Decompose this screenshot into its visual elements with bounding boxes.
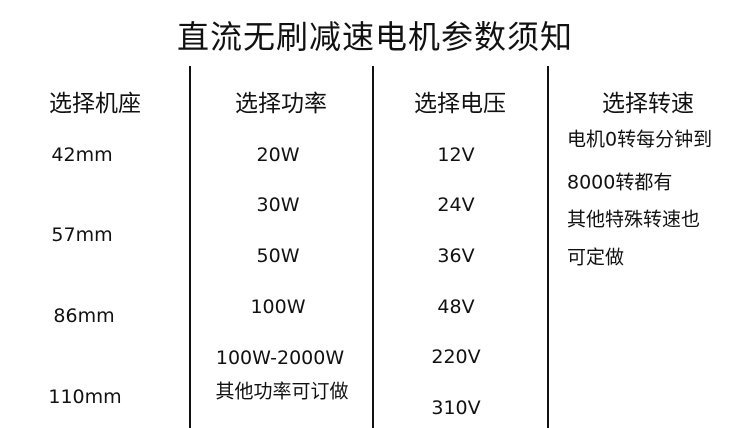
voltage-value: 36V	[437, 245, 475, 267]
power-note: 其他功率可订做	[215, 380, 349, 403]
voltage-value: 220V	[431, 346, 481, 368]
power-value: 20W	[256, 144, 300, 166]
frame-size-value: 42mm	[51, 144, 113, 166]
column-divider	[372, 66, 374, 428]
page-title: 直流无刷减速电机参数须知	[176, 18, 573, 56]
speed-note: 8000转都有	[567, 171, 673, 194]
speed-note: 其他特殊转速也	[567, 208, 701, 231]
voltage-value: 12V	[437, 144, 475, 166]
column-divider	[189, 66, 191, 428]
voltage-value: 48V	[437, 296, 475, 318]
power-value: 30W	[256, 194, 300, 216]
header-frame-size: 选择机座	[49, 91, 141, 117]
power-value: 100W-2000W	[215, 347, 345, 369]
speed-note: 可定做	[567, 246, 625, 269]
voltage-value: 310V	[431, 397, 481, 419]
frame-size-value: 57mm	[51, 224, 113, 246]
frame-size-value: 110mm	[48, 386, 122, 408]
speed-note: 电机0转每分钟到	[567, 128, 713, 151]
header-speed: 选择转速	[602, 91, 694, 117]
header-voltage: 选择电压	[414, 91, 506, 117]
power-value: 100W	[250, 296, 306, 318]
header-power: 选择功率	[235, 91, 327, 117]
frame-size-value: 86mm	[53, 305, 115, 327]
voltage-value: 24V	[437, 194, 475, 216]
column-divider	[547, 66, 549, 428]
power-value: 50W	[256, 245, 300, 267]
